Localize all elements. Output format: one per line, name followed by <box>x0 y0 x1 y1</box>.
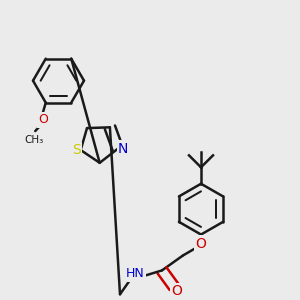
Text: O: O <box>172 284 182 298</box>
Text: N: N <box>118 142 128 156</box>
Text: S: S <box>72 143 81 157</box>
Text: CH₃: CH₃ <box>24 135 44 145</box>
Text: HN: HN <box>126 268 144 281</box>
Text: O: O <box>196 236 206 250</box>
Text: O: O <box>38 113 48 127</box>
